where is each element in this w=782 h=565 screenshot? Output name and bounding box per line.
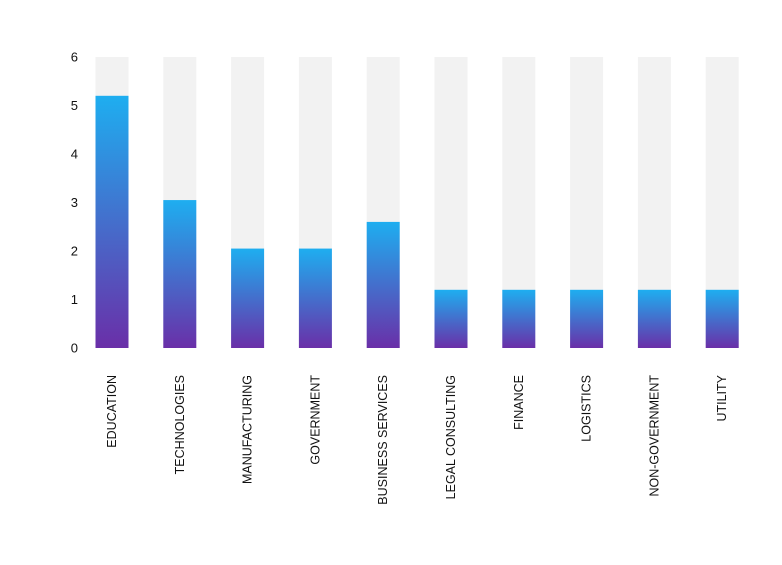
bars <box>95 95 739 348</box>
x-tick-label: LEGAL CONSULTING <box>444 375 458 499</box>
x-tick-label: MANUFACTURING <box>241 375 255 484</box>
y-tick-label: 5 <box>71 98 78 113</box>
bar-legal-consulting <box>434 289 468 348</box>
y-tick-label: 0 <box>71 341 78 356</box>
bar-utility <box>705 289 739 348</box>
x-tick-label: GOVERNMENT <box>308 375 322 465</box>
x-tick-label: FINANCE <box>512 375 526 430</box>
x-axis: EDUCATION TECHNOLOGIES MANUFACTURING GOVERN… <box>105 374 729 504</box>
bar-technologies <box>163 200 197 348</box>
x-tick-label: BUSINESS SERVICES <box>376 375 390 505</box>
x-tick-label: UTILITY <box>715 374 729 421</box>
y-tick-label: 3 <box>71 195 78 210</box>
x-tick-label: NON-GOVERNMENT <box>647 375 661 497</box>
bar-government <box>298 248 332 348</box>
bar-non-government <box>637 289 671 348</box>
bar-business-services <box>366 221 400 348</box>
y-axis: 0 1 2 3 4 5 6 <box>71 50 78 356</box>
y-tick-label: 2 <box>71 244 78 259</box>
y-tick-label: 6 <box>71 50 78 65</box>
y-tick-label: 1 <box>71 292 78 307</box>
bar-manufacturing <box>231 248 265 348</box>
bar-finance <box>502 289 536 348</box>
y-tick-label: 4 <box>71 147 78 162</box>
x-tick-label: TECHNOLOGIES <box>173 375 187 474</box>
bar-education <box>95 95 129 348</box>
bar-logistics <box>570 289 604 348</box>
x-tick-label: LOGISTICS <box>580 375 594 442</box>
x-tick-label: EDUCATION <box>105 375 119 448</box>
